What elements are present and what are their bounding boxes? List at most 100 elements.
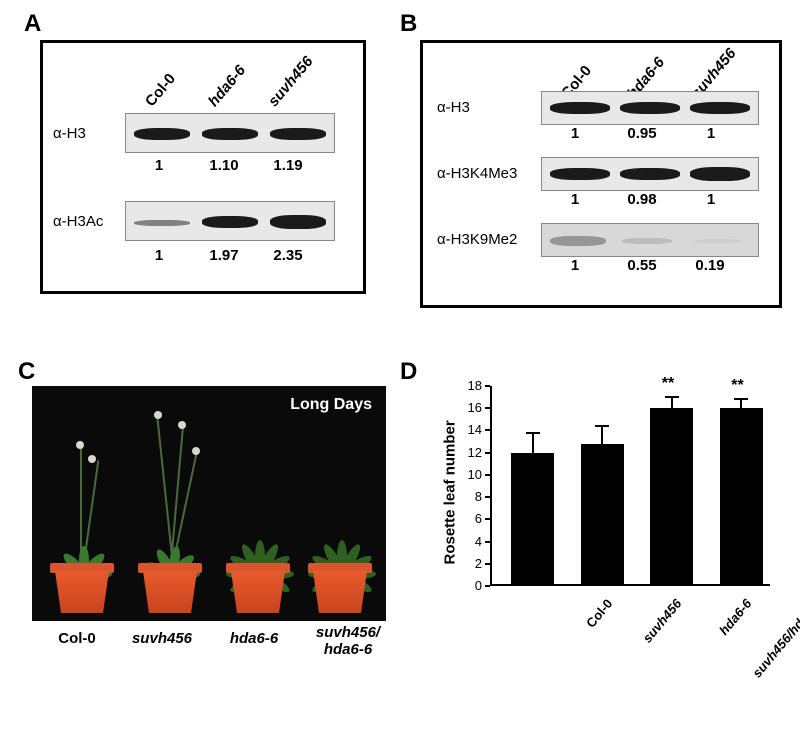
ytick-label: 14 [458, 422, 482, 437]
band [202, 128, 258, 140]
panel-b-q-2-0: 1 [555, 257, 595, 274]
xtick-label: Col-0 [533, 596, 615, 690]
panel-a-q-0-1: 1.10 [199, 157, 249, 174]
band [202, 216, 258, 228]
panel-a-sample-1: hda6-6 [205, 62, 249, 110]
panel-b-q-2-2: 0.19 [685, 257, 735, 274]
panel-a-label: A [24, 10, 41, 38]
error-bar [532, 433, 534, 453]
error-bar [601, 426, 603, 444]
flower [178, 421, 186, 429]
flower [192, 447, 200, 455]
ytick-mark [485, 407, 490, 409]
bar [650, 408, 693, 586]
plant-label-3: suvh456/ hda6-6 [303, 624, 393, 658]
error-cap [665, 396, 679, 398]
panel-c-label: C [18, 358, 35, 386]
panel-b-ab-0: α-H3 [437, 99, 470, 116]
ytick-label: 4 [458, 534, 482, 549]
panel-a: A Col-0 hda6-6 suvh456 α-H3 1 1.10 1.19 … [18, 10, 378, 320]
panel-b-ab-2: α-H3K9Me2 [437, 231, 517, 248]
flower [88, 455, 96, 463]
panel-b-q-2-1: 0.55 [617, 257, 667, 274]
band [134, 220, 190, 226]
panel-b-blot-2 [541, 223, 759, 257]
panel-a-q-0-2: 1.19 [263, 157, 313, 174]
panel-b-blot-0 [541, 91, 759, 125]
band [690, 167, 750, 181]
panel-b-label: B [400, 10, 417, 38]
ytick-mark [485, 429, 490, 431]
panel-d: D Rosette leaf number 0 2 4 6 8 10 12 14 16 18 **… [400, 358, 790, 728]
band [550, 168, 610, 180]
band [270, 128, 326, 140]
xtick-label: hda6-6 [672, 596, 754, 690]
ytick-label: 10 [458, 467, 482, 482]
panel-b-q-0-2: 1 [691, 125, 731, 142]
error-cap [595, 425, 609, 427]
bar [581, 444, 624, 586]
panel-b: B Col-0 hda6-6 suvh456 α-H3 1 0.95 1 α-H… [400, 10, 790, 320]
ytick-mark [485, 541, 490, 543]
ytick-label: 6 [458, 511, 482, 526]
ytick-mark [485, 518, 490, 520]
band [694, 239, 742, 243]
panel-b-blot-1 [541, 157, 759, 191]
bar-chart: Rosette leaf number 024681012141618 **** [452, 386, 780, 606]
plant-label-0: Col-0 [42, 630, 112, 647]
band [620, 102, 680, 114]
panel-b-q-1-0: 1 [555, 191, 595, 208]
ytick-mark [485, 496, 490, 498]
band [690, 102, 750, 114]
panel-b-q-1-1: 0.98 [617, 191, 667, 208]
band [270, 215, 326, 229]
panel-a-q-1-1: 1.97 [199, 247, 249, 264]
ytick-label: 18 [458, 378, 482, 393]
band [550, 236, 606, 246]
panel-a-sample-0: Col-0 [142, 70, 179, 110]
panel-d-label: D [400, 358, 417, 386]
panel-a-blot-0 [125, 113, 335, 153]
ytick-label: 12 [458, 445, 482, 460]
panel-b-q-0-0: 1 [555, 125, 595, 142]
plant-label-1: suvh456 [122, 630, 202, 647]
ytick-mark [485, 563, 490, 565]
panel-b-q-1-2: 1 [691, 191, 731, 208]
ytick-label: 16 [458, 400, 482, 415]
ytick-label: 2 [458, 556, 482, 571]
ytick-mark [485, 452, 490, 454]
panel-a-q-1-2: 2.35 [263, 247, 313, 264]
plant-label-2: hda6-6 [214, 630, 294, 647]
ytick-label: 8 [458, 489, 482, 504]
panel-a-box: Col-0 hda6-6 suvh456 α-H3 1 1.10 1.19 α-… [40, 40, 366, 294]
error-cap [526, 432, 540, 434]
panel-a-q-0-0: 1 [139, 157, 179, 174]
panel-c: C Long Days [18, 358, 398, 728]
flower [154, 411, 162, 419]
panel-a-sample-2: suvh456 [265, 53, 317, 110]
error-cap [734, 398, 748, 400]
flower [76, 441, 84, 449]
ytick-label: 0 [458, 578, 482, 593]
panel-a-ab-1: α-H3Ac [53, 213, 103, 230]
panel-a-ab-0: α-H3 [53, 125, 86, 142]
significance-marker: ** [731, 377, 743, 395]
y-axis-label: Rosette leaf number [442, 405, 459, 565]
panel-b-q-0-1: 0.95 [617, 125, 667, 142]
band [620, 168, 680, 180]
panel-a-blot-1 [125, 201, 335, 241]
panel-b-box: Col-0 hda6-6 suvh456 α-H3 1 0.95 1 α-H3K… [420, 40, 782, 308]
ytick-mark [485, 385, 490, 387]
xtick-label: suvh456 [602, 596, 684, 690]
bar [511, 453, 554, 586]
panel-c-photo: Long Days [32, 386, 386, 621]
bar [720, 408, 763, 586]
band [550, 102, 610, 114]
band [622, 238, 672, 244]
significance-marker: ** [662, 375, 674, 393]
band [134, 128, 190, 140]
panel-b-ab-1: α-H3K4Me3 [437, 165, 517, 182]
panel-a-q-1-0: 1 [139, 247, 179, 264]
error-bar [671, 397, 673, 408]
error-bar [740, 399, 742, 408]
